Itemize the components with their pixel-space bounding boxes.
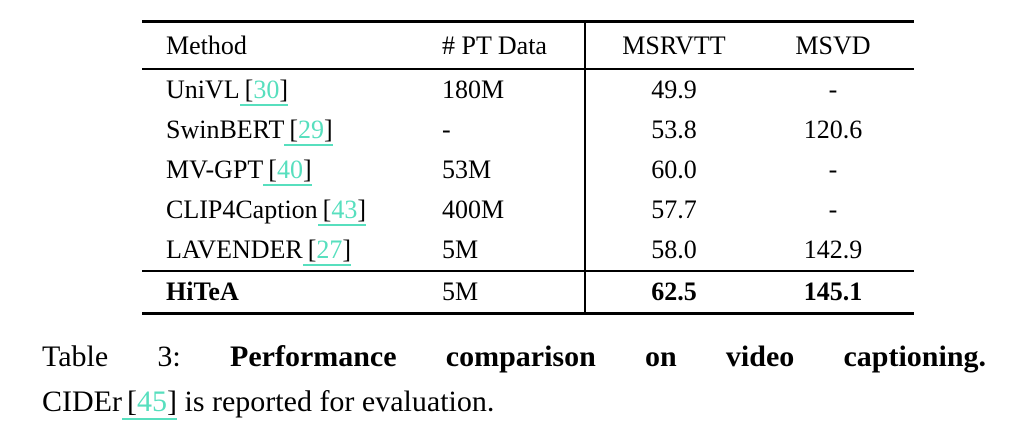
msvd-cell: 142.9 xyxy=(803,235,863,264)
msvd-cell: - xyxy=(828,195,838,224)
pt-data-cell: 180M xyxy=(442,75,505,104)
citation-number: 40 xyxy=(276,155,303,184)
bracket: [ xyxy=(244,75,254,104)
msrvtt-cell: 53.8 xyxy=(584,110,762,150)
caption-line-1: Table 3: Performance comparison on video… xyxy=(42,334,986,379)
results-table-container: Method # PT Data MSRVTT MSVD UniVL [30] 1… xyxy=(142,20,914,315)
pt-data-cell: 53M xyxy=(442,155,492,184)
pt-data-cell: 400M xyxy=(442,195,505,224)
method-cell: SwinBERT [29] xyxy=(142,110,430,150)
citation-link[interactable]: [29] xyxy=(284,115,333,146)
method-name: CLIP4Caption xyxy=(166,195,318,224)
citation-link[interactable]: [27] xyxy=(302,235,352,266)
method-cell: CLIP4Caption [43] xyxy=(142,190,430,230)
bracket: [ xyxy=(126,385,137,418)
msrvtt-cell: 60.0 xyxy=(584,150,762,190)
caption-line-2: CIDEr [45] is reported for evaluation. xyxy=(42,379,986,424)
method-name: LAVENDER xyxy=(166,235,303,264)
col-header-msrvtt: MSRVTT xyxy=(584,21,762,70)
method-name: UniVL xyxy=(166,75,240,104)
bracket: ] xyxy=(357,195,367,224)
bracket: ] xyxy=(302,155,312,184)
table-body: UniVL [30] 180M 49.9 - SwinBERT [29] - 53.… xyxy=(142,69,914,314)
citation-number: 45 xyxy=(136,385,167,418)
method-name: SwinBERT xyxy=(166,115,285,144)
bracket: [ xyxy=(322,195,332,224)
bracket: ] xyxy=(324,115,333,144)
caption-title: Performance comparison on video captioni… xyxy=(230,340,987,373)
msrvtt-cell: 62.5 xyxy=(584,270,762,314)
bracket: [ xyxy=(268,155,277,184)
citation-number: 29 xyxy=(298,115,325,144)
caption-label: Table 3: xyxy=(42,340,181,373)
col-header-pt-data: # PT Data xyxy=(430,21,585,70)
method-cell: MV-GPT [40] xyxy=(142,150,430,190)
citation-link[interactable]: [43] xyxy=(317,195,367,226)
col-header-method: Method xyxy=(142,21,430,70)
bracket: ] xyxy=(342,235,352,264)
table-row: LAVENDER [27] 5M 58.0 142.9 xyxy=(142,230,914,271)
table-row: SwinBERT [29] - 53.8 120.6 xyxy=(142,110,914,150)
method-cell: UniVL [30] xyxy=(142,69,430,110)
msrvtt-cell: 58.0 xyxy=(584,230,762,271)
results-table: Method # PT Data MSRVTT MSVD UniVL [30] 1… xyxy=(142,20,914,315)
caption-metric: CIDEr xyxy=(42,385,122,418)
msvd-cell: - xyxy=(828,155,838,184)
msvd-cell: 145.1 xyxy=(762,270,914,314)
pt-data-cell: - xyxy=(442,115,451,144)
table-row-highlight: HiTeA 5M 62.5 145.1 xyxy=(142,270,914,314)
pt-data-cell: 5M xyxy=(430,270,585,314)
msrvtt-cell: 49.9 xyxy=(584,69,762,110)
table-header: Method # PT Data MSRVTT MSVD xyxy=(142,21,914,70)
citation-number: 30 xyxy=(253,75,280,104)
table-caption: Table 3: Performance comparison on video… xyxy=(42,334,986,424)
bracket: [ xyxy=(289,115,299,144)
bracket: ] xyxy=(166,385,177,418)
bracket: ] xyxy=(279,75,289,104)
method-cell: LAVENDER [27] xyxy=(142,230,430,271)
msvd-cell: 120.6 xyxy=(803,115,863,144)
caption-text: is reported for evaluation. xyxy=(176,385,495,418)
msvd-cell: - xyxy=(828,75,838,104)
citation-number: 27 xyxy=(316,235,343,264)
citation-link[interactable]: [40] xyxy=(263,155,312,186)
header-row: Method # PT Data MSRVTT MSVD xyxy=(142,21,914,70)
method-cell: HiTeA xyxy=(142,270,430,314)
method-name: MV-GPT xyxy=(166,155,264,184)
msrvtt-cell: 57.7 xyxy=(584,190,762,230)
table-row: CLIP4Caption [43] 400M 57.7 - xyxy=(142,190,914,230)
table-row: MV-GPT [40] 53M 60.0 - xyxy=(142,150,914,190)
citation-link[interactable]: [30] xyxy=(239,75,289,106)
citation-number: 43 xyxy=(331,195,358,224)
table-row: UniVL [30] 180M 49.9 - xyxy=(142,69,914,110)
pt-data-cell: 5M xyxy=(442,235,479,264)
bracket: [ xyxy=(307,235,317,264)
col-header-msvd: MSVD xyxy=(762,21,914,70)
citation-link[interactable]: [45] xyxy=(121,385,177,420)
